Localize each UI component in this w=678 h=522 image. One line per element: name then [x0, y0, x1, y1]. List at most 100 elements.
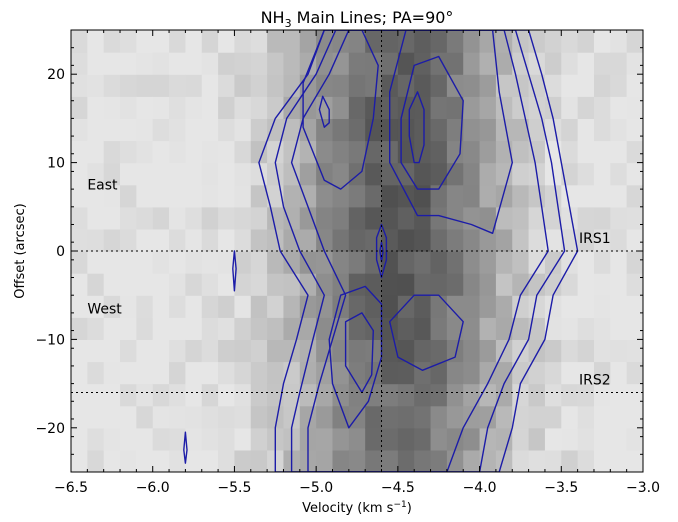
- heatmap-cell: [234, 74, 252, 97]
- heatmap-cell: [495, 118, 513, 142]
- heatmap-cell: [561, 30, 579, 53]
- heatmap-cell: [561, 405, 579, 429]
- heatmap-cell: [479, 206, 497, 230]
- heatmap-cell: [561, 206, 579, 230]
- heatmap-cell: [397, 361, 415, 385]
- heatmap-cell: [348, 118, 366, 142]
- heatmap-cell: [201, 74, 219, 97]
- heatmap-cell: [299, 184, 317, 208]
- heatmap-cell: [103, 383, 121, 407]
- heatmap-cell: [348, 427, 366, 451]
- heatmap-cell: [348, 273, 366, 296]
- heatmap-cell: [87, 228, 105, 252]
- heatmap-cell: [218, 405, 236, 429]
- contour-spike-5.5: [232, 250, 237, 292]
- heatmap-cell: [185, 273, 203, 296]
- heatmap-cell: [120, 74, 137, 97]
- heatmap-cell: [528, 206, 546, 230]
- heatmap-cell: [577, 361, 595, 385]
- heatmap-cell: [152, 383, 170, 407]
- heatmap-cell: [495, 383, 513, 407]
- heatmap-cell: [267, 206, 285, 230]
- heatmap-cell: [218, 427, 236, 451]
- heatmap-cell: [201, 383, 219, 407]
- heatmap-cell: [365, 339, 383, 363]
- heatmap-cell: [87, 52, 105, 75]
- heatmap-cell: [71, 449, 88, 472]
- heatmap-cell: [234, 449, 252, 472]
- heatmap-cell: [365, 140, 383, 164]
- heatmap-cell: [136, 74, 154, 97]
- heatmap-cell: [479, 228, 497, 252]
- heatmap-cell: [593, 52, 611, 75]
- heatmap-cell: [348, 251, 366, 274]
- heatmap-cell: [463, 339, 481, 363]
- heatmap-cell: [610, 427, 628, 451]
- y-tick-label: 10: [47, 156, 65, 172]
- heatmap-cell: [71, 52, 88, 75]
- heatmap-cell: [71, 273, 88, 296]
- heatmap-cell: [152, 162, 170, 186]
- heatmap-cell: [169, 30, 186, 53]
- heatmap-cell: [626, 317, 643, 340]
- x-tick-label: −3.5: [544, 480, 578, 496]
- contour-east-left-inner: [302, 30, 379, 190]
- heatmap-cell: [528, 251, 546, 274]
- heatmap-cell: [234, 206, 252, 230]
- heatmap-cell: [299, 206, 317, 230]
- heatmap-cell: [414, 206, 432, 230]
- heatmap-cell: [381, 184, 399, 208]
- heatmap-cell: [87, 96, 105, 119]
- heatmap-cell: [446, 449, 464, 472]
- heatmap-cell: [512, 383, 530, 407]
- heatmap-cell: [593, 427, 611, 451]
- heatmap-cell: [463, 273, 481, 296]
- heatmap-cell: [561, 361, 579, 385]
- heatmap-cell: [103, 206, 121, 230]
- heatmap-cell: [250, 52, 268, 75]
- heatmap-cell: [283, 118, 301, 142]
- heatmap-cell: [381, 74, 399, 97]
- heatmap-cell: [446, 96, 464, 119]
- heatmap-cell: [430, 405, 448, 429]
- heatmap-cell: [544, 273, 562, 296]
- heatmap-cell: [250, 449, 268, 472]
- heatmap-cell: [414, 339, 432, 363]
- heatmap-cell: [365, 184, 383, 208]
- heatmap-cell: [610, 449, 628, 472]
- heatmap-cell: [283, 162, 301, 186]
- heatmap-cell: [528, 383, 546, 407]
- heatmap-cell: [577, 295, 595, 318]
- y-axis-label: Offset (arcsec): [13, 203, 28, 298]
- heatmap-cell: [250, 383, 268, 407]
- heatmap-cell: [169, 140, 186, 164]
- heatmap-cell: [561, 339, 579, 363]
- heatmap-cell: [267, 52, 285, 75]
- heatmap-cell: [185, 427, 203, 451]
- heatmap-cell: [365, 383, 383, 407]
- heatmap-cell: [169, 405, 186, 429]
- heatmap-cell: [593, 30, 611, 53]
- heatmap-cell: [250, 74, 268, 97]
- intensity-heatmap: [71, 30, 643, 472]
- heatmap-cell: [414, 52, 432, 75]
- heatmap-cell: [169, 427, 186, 451]
- heatmap-cell: [544, 339, 562, 363]
- heatmap-cell: [495, 52, 513, 75]
- annotations: East West: [87, 178, 122, 318]
- heatmap-cell: [348, 317, 366, 340]
- heatmap-cell: [610, 405, 628, 429]
- heatmap-cell: [512, 317, 530, 340]
- heatmap-cell: [463, 228, 481, 252]
- heatmap-cell: [528, 74, 546, 97]
- heatmap-cell: [365, 427, 383, 451]
- heatmap-cell: [299, 118, 317, 142]
- heatmap-cell: [593, 273, 611, 296]
- heatmap-cell: [577, 251, 595, 274]
- heatmap-cell: [397, 449, 415, 472]
- y-tick-label: 0: [56, 244, 65, 260]
- heatmap-cell: [446, 140, 464, 164]
- heatmap-cell: [397, 317, 415, 340]
- heatmap-cell: [626, 273, 643, 296]
